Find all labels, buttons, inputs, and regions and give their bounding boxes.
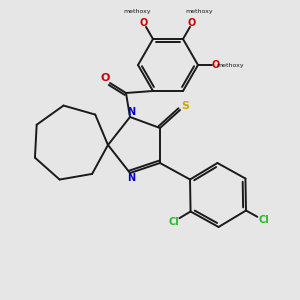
Text: O: O	[188, 18, 196, 28]
Text: O: O	[100, 73, 110, 83]
Text: methoxy: methoxy	[185, 9, 213, 14]
Text: O: O	[212, 60, 220, 70]
Text: methoxy: methoxy	[216, 62, 244, 68]
Text: N: N	[127, 107, 135, 117]
Text: methoxy: methoxy	[123, 9, 151, 14]
Text: Cl: Cl	[258, 215, 269, 225]
Text: S: S	[181, 101, 189, 111]
Text: Cl: Cl	[168, 217, 179, 227]
Text: N: N	[127, 173, 135, 183]
Text: O: O	[140, 18, 148, 28]
